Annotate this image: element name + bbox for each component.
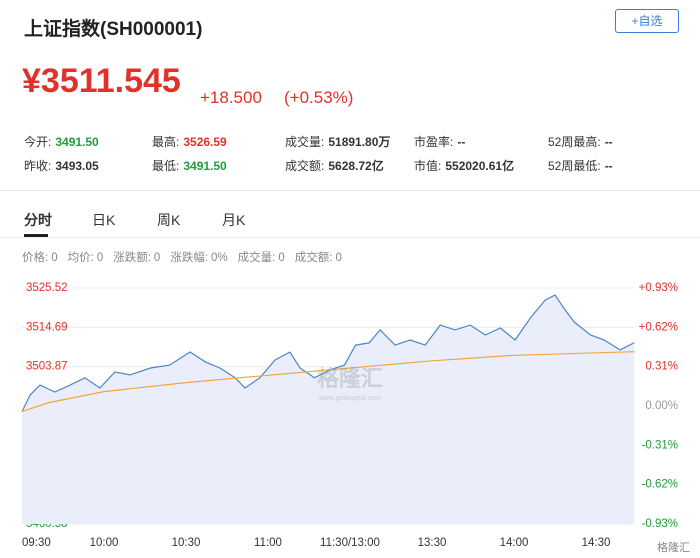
stat: 最低: 3491.50 (152, 157, 227, 174)
field-value: 0 (51, 252, 58, 264)
x-tick-label: 13:30 (418, 537, 447, 549)
tab[interactable]: 分时 (24, 212, 52, 228)
field-label: 价格: (22, 252, 49, 264)
field-value: 0 (96, 252, 104, 264)
stat: 昨收: 3493.05 (24, 157, 99, 174)
field: 均价: 0 (68, 249, 104, 265)
line (21, 294, 635, 412)
stat-label: 成交量: (285, 135, 325, 149)
y2-tick-label: +0.62% (639, 321, 678, 333)
field: 成交额: 0 (295, 249, 342, 265)
stat-label: 市值: (414, 159, 442, 173)
tab[interactable]: 月K (222, 212, 246, 228)
stat: 今开: 3491.50 (24, 133, 99, 150)
stat-label: 52周最低: (548, 159, 601, 173)
field-label: 均价: (67, 252, 94, 264)
field-value: 0% (211, 252, 228, 264)
tab[interactable]: 日K (92, 212, 116, 228)
y2-tick-label: 0.31% (645, 361, 678, 373)
stat-label: 昨收: (24, 159, 52, 173)
tab[interactable]: 周K (157, 212, 181, 228)
field: 成交量: 0 (238, 249, 285, 265)
x-tick-label: 09:30 (22, 537, 51, 549)
stat-value: -- (604, 135, 613, 149)
stat-value: 3491.50 (55, 135, 99, 149)
y2-tick-label: -0.62% (642, 479, 678, 491)
divider (0, 237, 700, 238)
stat: 成交量: 51891.80万 (285, 133, 390, 150)
field-value: 0 (278, 252, 285, 264)
stat-label: 今开: (24, 135, 52, 149)
y-tick-label: 3503.87 (26, 361, 68, 373)
stat: 市值: 552020.61亿 (414, 157, 514, 174)
y2-tick-label: +0.93% (639, 282, 678, 294)
stat: 最高: 3526.59 (152, 133, 227, 150)
stat: 52周最高: -- (548, 133, 613, 150)
stat-label: 最高: (152, 135, 180, 149)
stat-label: 最低: (152, 159, 180, 173)
y-tick-label: 3514.69 (26, 321, 68, 333)
watermark: 格隆汇 (317, 366, 383, 391)
corner-logo: 格隆汇 (657, 540, 690, 554)
field-label: 涨跌幅: (170, 252, 209, 264)
x-tick-label: 14:00 (500, 537, 529, 549)
stat-value: 552020.61亿 (445, 159, 515, 173)
x-tick-label: 10:30 (172, 537, 201, 549)
area (22, 295, 635, 524)
field-label: 成交额: (294, 252, 333, 264)
field-row: 价格: 0 均价: 0 涨跌额: 0 涨跌幅: 0% 成交量: 0 成交额: 0 (22, 249, 342, 265)
stat-value: 3493.05 (55, 159, 99, 173)
field: 涨跌额: 0 (113, 249, 160, 265)
y2-tick-label: 0.00% (645, 400, 678, 412)
x-tick-label: 11:30/13:00 (320, 537, 380, 549)
price: ¥3511.545 (22, 62, 181, 100)
field-label: 成交量: (237, 252, 276, 264)
x-tick-label: 14:30 (582, 537, 611, 549)
stat: 52周最低: -- (548, 157, 613, 174)
y2-tick-label: -0.93% (642, 518, 678, 530)
stat-label: 成交额: (285, 159, 325, 173)
field-label: 涨跌额: (113, 252, 151, 264)
field-value: 0 (335, 252, 342, 264)
stat-label: 52周最高: (548, 135, 601, 149)
field: 价格: 0 (22, 249, 58, 265)
stat-value: -- (604, 159, 613, 173)
stat-value: 3491.50 (183, 159, 227, 173)
y2-tick-label: -0.31% (642, 439, 678, 451)
stat-value: 5628.72亿 (328, 159, 384, 173)
change-pct: (+0.53%) (284, 88, 354, 107)
line (21, 351, 635, 413)
stat-label: 市盈率: (414, 135, 454, 149)
change: +18.500 (200, 88, 262, 107)
stat-value: 51891.80万 (328, 135, 391, 149)
y-tick-label: 3525.52 (26, 282, 68, 294)
stat: 成交额: 5628.72亿 (285, 157, 384, 174)
x-tick-label: 10:00 (90, 537, 119, 549)
field-value: 0 (153, 252, 161, 264)
field: 涨跌幅: 0% (170, 249, 227, 265)
watermark-url: www.gelonghui.com (318, 395, 381, 402)
stat-value: -- (457, 135, 466, 149)
tab-underline (24, 234, 48, 237)
x-tick-label: 11:00 (254, 537, 282, 549)
stat: 市盈率: -- (414, 133, 465, 150)
stat-value: 3526.59 (183, 135, 227, 149)
add-watchlist-button[interactable]: +自选 (615, 9, 679, 33)
divider (0, 190, 700, 191)
page-title: 上证指数(SH000001) (24, 19, 203, 40)
